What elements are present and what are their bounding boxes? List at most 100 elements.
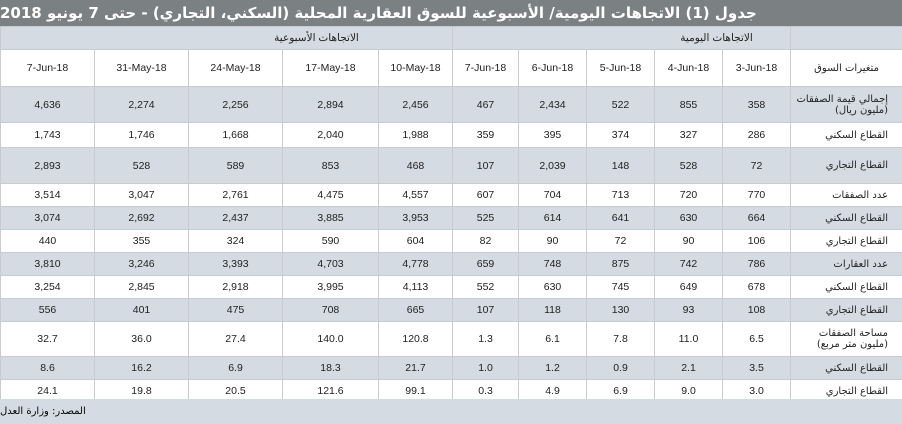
- daily-value-cell: 286: [721, 122, 792, 148]
- weekly-value-cell: 3,246: [94, 252, 189, 276]
- daily-value-cell: 630: [654, 206, 723, 230]
- daily-value-cell: 607: [452, 183, 519, 207]
- row-label: القطاع التجاري: [790, 229, 902, 253]
- weekly-value-cell: 32.7: [0, 321, 95, 357]
- weekly-value-cell: 21.7: [378, 356, 453, 380]
- daily-group-header: الاتجاهات اليومية: [451, 26, 792, 50]
- col-header-daily-1: 6-Jun-18: [518, 49, 587, 87]
- weekly-value-cell: 3,810: [0, 252, 95, 276]
- daily-value-cell: 359: [452, 122, 519, 148]
- weekly-value-cell: 8.6: [0, 356, 95, 380]
- weekly-value-cell: 1,668: [188, 122, 283, 148]
- column-header-row: 7-Jun-18 31-May-18 24-May-18 17-May-18 1…: [0, 49, 902, 87]
- weekly-value-cell: 2,893: [0, 147, 95, 184]
- weekly-value-cell: 2,761: [188, 183, 283, 207]
- daily-value-cell: 2,434: [518, 86, 587, 123]
- daily-value-cell: 2,039: [518, 147, 587, 184]
- daily-value-cell: 6.1: [518, 321, 587, 357]
- daily-value-cell: 467: [452, 86, 519, 123]
- row-label: عدد الصفقات: [790, 183, 902, 207]
- weekly-value-cell: 556: [0, 298, 95, 322]
- daily-value-cell: 2.1: [654, 356, 723, 380]
- daily-value-cell: 720: [654, 183, 723, 207]
- row-label: القطاع السكني: [790, 275, 902, 299]
- market-trends-table: الاتجاهات الأسبوعية الاتجاهات اليومية 7-…: [0, 26, 902, 403]
- weekly-value-cell: 4,636: [0, 86, 95, 123]
- table-row: 3,254 2,845 2,918 3,995 4,113 552 630 745 649 678…: [0, 275, 902, 299]
- daily-value-cell: 108: [721, 298, 792, 322]
- weekly-value-cell: 18.3: [282, 356, 379, 380]
- weekly-value-cell: 3,953: [378, 206, 453, 230]
- row-label: القطاع التجاري: [790, 298, 902, 322]
- daily-value-cell: 1.3: [452, 321, 519, 357]
- weekly-value-cell: 589: [188, 147, 283, 184]
- daily-value-cell: 528: [654, 147, 723, 184]
- daily-value-cell: 748: [518, 252, 587, 276]
- row-label: القطاع السكني: [790, 122, 902, 148]
- source-note: المصدر: وزارة العدل: [0, 406, 86, 417]
- table-row: 3,514 3,047 2,761 4,475 4,557 607 704 713 720 770…: [0, 183, 902, 207]
- daily-value-cell: 641: [586, 206, 655, 230]
- weekly-value-cell: 475: [188, 298, 283, 322]
- daily-value-cell: 713: [586, 183, 655, 207]
- daily-value-cell: 525: [452, 206, 519, 230]
- row-label: القطاع السكني: [790, 206, 902, 230]
- daily-value-cell: 522: [586, 86, 655, 123]
- daily-value-cell: 118: [518, 298, 587, 322]
- weekly-value-cell: 27.4: [188, 321, 283, 357]
- weekly-value-cell: 4,703: [282, 252, 379, 276]
- daily-value-cell: 664: [721, 206, 792, 230]
- weekly-value-cell: 401: [94, 298, 189, 322]
- table-row: 440 355 324 590 604 82 90 72 90 106 القطاع التجاري: [0, 229, 902, 253]
- daily-value-cell: 1.0: [452, 356, 519, 380]
- row-label: القطاع السكني: [790, 356, 902, 380]
- daily-value-cell: 3.5: [721, 356, 792, 380]
- daily-value-cell: 358: [721, 86, 792, 123]
- daily-value-cell: 93: [654, 298, 723, 322]
- weekly-value-cell: 2,437: [188, 206, 283, 230]
- daily-value-cell: 875: [586, 252, 655, 276]
- daily-value-cell: 82: [452, 229, 519, 253]
- daily-value-cell: 649: [654, 275, 723, 299]
- table-row: 8.6 16.2 6.9 18.3 21.7 1.0 1.2 0.9 2.1 3.5 القطاع …: [0, 356, 902, 380]
- weekly-value-cell: 2,040: [282, 122, 379, 148]
- daily-value-cell: 1.2: [518, 356, 587, 380]
- weekly-value-cell: 3,393: [188, 252, 283, 276]
- weekly-value-cell: 3,074: [0, 206, 95, 230]
- daily-value-cell: 107: [452, 147, 519, 184]
- weekly-value-cell: 3,514: [0, 183, 95, 207]
- weekly-value-cell: 6.9: [188, 356, 283, 380]
- weekly-value-cell: 2,894: [282, 86, 379, 123]
- group-header-blank: [790, 26, 902, 50]
- weekly-value-cell: 853: [282, 147, 379, 184]
- table-row: 556 401 475 708 665 107 118 130 93 108 القطاع التج…: [0, 298, 902, 322]
- daily-value-cell: 745: [586, 275, 655, 299]
- daily-value-cell: 90: [518, 229, 587, 253]
- row-label: إجمالي قيمة الصفقات (مليون ريال): [790, 86, 902, 123]
- daily-value-cell: 678: [721, 275, 792, 299]
- group-header-row: الاتجاهات الأسبوعية الاتجاهات اليومية: [0, 26, 902, 50]
- weekly-value-cell: 24.1: [0, 379, 95, 403]
- daily-value-cell: 0.9: [586, 356, 655, 380]
- daily-value-cell: 6.5: [721, 321, 792, 357]
- daily-value-cell: 130: [586, 298, 655, 322]
- row-label: مساحة الصفقات (مليون متر مربع): [790, 321, 902, 357]
- row-label: القطاع التجاري: [790, 147, 902, 184]
- daily-value-cell: 630: [518, 275, 587, 299]
- col-header-daily-4: 3-Jun-18: [721, 49, 792, 87]
- daily-value-cell: 395: [518, 122, 587, 148]
- weekly-value-cell: 140.0: [282, 321, 379, 357]
- col-header-weekly-1: 31-May-18: [94, 49, 189, 87]
- daily-value-cell: 855: [654, 86, 723, 123]
- weekly-value-cell: 324: [188, 229, 283, 253]
- weekly-value-cell: 2,845: [94, 275, 189, 299]
- daily-value-cell: 7.8: [586, 321, 655, 357]
- daily-value-cell: 614: [518, 206, 587, 230]
- daily-value-cell: 704: [518, 183, 587, 207]
- weekly-group-header: الاتجاهات الأسبوعية: [0, 26, 453, 50]
- daily-value-cell: 374: [586, 122, 655, 148]
- daily-value-cell: 11.0: [654, 321, 723, 357]
- weekly-value-cell: 4,557: [378, 183, 453, 207]
- weekly-value-cell: 2,918: [188, 275, 283, 299]
- weekly-value-cell: 2,274: [94, 86, 189, 123]
